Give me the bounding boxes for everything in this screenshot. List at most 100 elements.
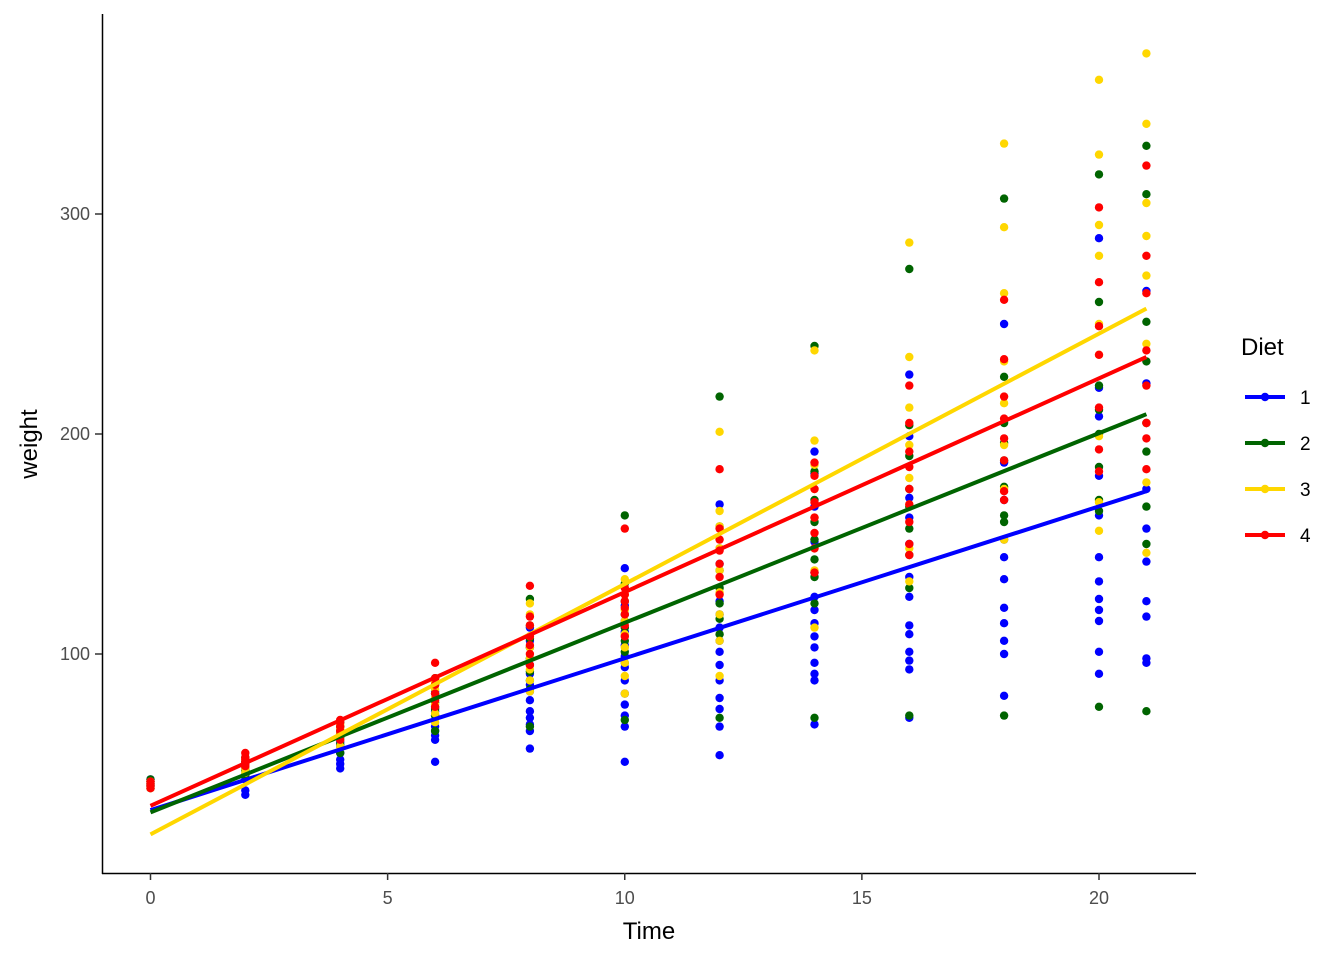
legend-label: 3 [1300, 480, 1311, 501]
data-point-diet-2 [1142, 502, 1151, 511]
data-point-diet-3 [1094, 526, 1104, 535]
data-point-diet-4 [810, 568, 819, 577]
data-point-diet-1 [620, 757, 629, 766]
x-axis-title: Time [623, 918, 675, 945]
data-point-diet-1 [999, 603, 1009, 612]
data-point-diet-3 [999, 399, 1009, 408]
data-point-diet-3 [999, 289, 1009, 298]
data-point-diet-4 [1094, 350, 1104, 359]
data-point-diet-1 [905, 493, 914, 502]
data-point-diet-1 [1094, 594, 1104, 604]
data-point-diet-3 [715, 566, 724, 575]
data-point-diet-2 [715, 713, 724, 722]
data-point-diet-3 [1142, 231, 1151, 241]
data-point-diet-3 [525, 676, 535, 685]
data-point-diet-1 [810, 658, 819, 667]
data-point-diet-4 [1142, 289, 1151, 298]
data-point-diet-3 [1142, 548, 1151, 557]
data-point-diet-3 [810, 436, 819, 445]
data-point-diet-4 [905, 484, 914, 494]
legend-item-diet-4: 4 [1245, 526, 1311, 547]
data-point-diet-1 [715, 722, 724, 731]
data-point-diet-1 [1142, 654, 1151, 663]
data-point-diet-1 [810, 447, 819, 456]
data-point-diet-3 [1142, 339, 1151, 348]
data-point-diet-2 [1094, 170, 1104, 179]
data-point-diet-4 [999, 487, 1009, 496]
x-tick-label: 5 [383, 888, 393, 908]
data-point-diet-1 [1142, 557, 1151, 566]
data-point-diet-1 [620, 722, 629, 731]
data-point-diet-3 [620, 643, 629, 652]
data-point-diet-3 [1142, 49, 1151, 58]
legend-title: Diet [1241, 334, 1284, 361]
data-point-diet-1 [525, 696, 535, 705]
data-point-diet-4 [905, 550, 914, 560]
data-point-diet-1 [810, 632, 819, 641]
data-point-diet-1 [905, 630, 914, 639]
data-point-diet-4 [1094, 445, 1104, 454]
data-point-diet-1 [999, 691, 1009, 700]
data-point-diet-4 [999, 295, 1009, 304]
data-point-diet-4 [905, 447, 914, 456]
data-point-diet-4 [715, 559, 724, 568]
data-point-diet-4 [1142, 434, 1151, 443]
data-point-diet-1 [715, 693, 724, 703]
y-ticks: 100 200 300 [60, 204, 102, 664]
x-tick-label: 20 [1089, 888, 1109, 908]
data-point-diet-4 [1142, 251, 1151, 260]
data-point-diet-2 [1142, 447, 1151, 456]
data-point-diet-2 [810, 599, 819, 608]
data-point-diet-4 [525, 612, 535, 621]
data-point-diet-2 [715, 630, 724, 639]
data-point-diet-1 [1142, 612, 1151, 621]
data-point-diet-3 [620, 689, 629, 698]
data-point-diet-4 [1142, 346, 1151, 355]
data-point-diet-2 [1142, 539, 1151, 549]
data-point-diet-4 [999, 392, 1009, 401]
legend-item-diet-1: 1 [1245, 388, 1311, 409]
trend-line-diet-2 [149, 412, 1148, 815]
trend-line-diet-4 [149, 355, 1148, 808]
data-point-diet-3 [715, 636, 724, 645]
legend-label: 2 [1300, 434, 1311, 455]
data-point-diet-4 [810, 513, 819, 522]
data-point-diet-3 [905, 403, 914, 412]
data-point-diet-1 [810, 605, 819, 615]
data-point-diet-4 [715, 465, 724, 474]
data-point-diet-2 [905, 583, 914, 593]
data-point-diet-2 [715, 599, 724, 608]
data-point-diet-2 [1142, 317, 1151, 326]
data-point-diet-3 [715, 427, 724, 436]
legend-label: 1 [1300, 388, 1311, 409]
data-point-diet-1 [620, 564, 629, 573]
data-point-diet-2 [620, 511, 629, 520]
data-point-diet-4 [1094, 322, 1104, 331]
data-point-diet-4 [525, 641, 535, 650]
data-point-diet-4 [999, 434, 1009, 443]
data-point-diet-1 [999, 319, 1009, 329]
data-point-diet-2 [1142, 190, 1151, 199]
data-point-diet-4 [430, 702, 440, 711]
data-point-diet-3 [999, 440, 1009, 450]
data-point-diet-3 [1094, 150, 1104, 159]
data-point-diet-1 [999, 636, 1009, 645]
data-point-diet-3 [905, 473, 914, 483]
legend-label: 4 [1300, 526, 1311, 547]
data-point-diet-4 [810, 528, 819, 538]
legend-item-diet-3: 3 [1245, 480, 1311, 501]
data-point-diet-1 [715, 704, 724, 714]
data-point-diet-4 [715, 590, 724, 599]
data-point-diet-2 [905, 711, 914, 720]
data-point-diet-1 [715, 751, 724, 760]
legend-key-point [1260, 530, 1270, 540]
y-tick-label: 200 [60, 424, 90, 444]
data-point-diet-2 [1094, 381, 1104, 390]
data-point-diet-3 [715, 610, 724, 619]
data-point-diet-3 [1094, 251, 1104, 260]
data-point-diet-4 [525, 621, 535, 630]
data-point-diet-3 [620, 671, 629, 681]
data-point-diet-4 [905, 381, 914, 390]
data-point-diet-2 [810, 713, 819, 722]
data-point-diet-3 [1094, 220, 1104, 230]
